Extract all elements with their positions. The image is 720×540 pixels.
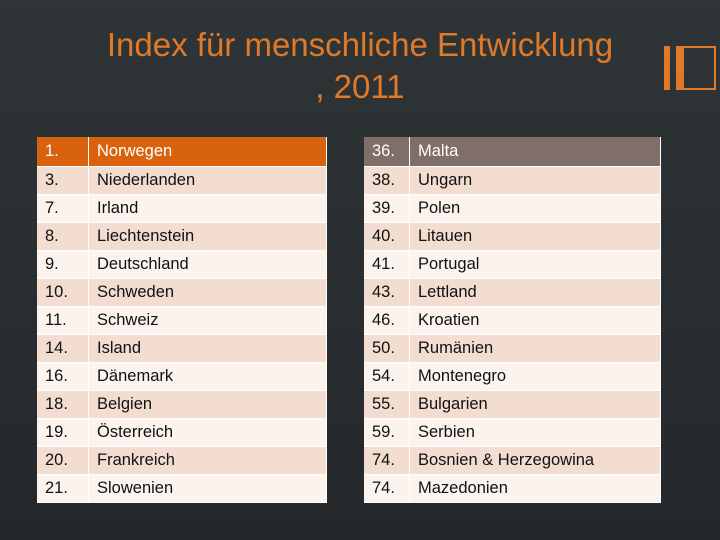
rank-cell: 3. xyxy=(37,167,89,195)
rank-cell: 10. xyxy=(37,279,89,307)
rank-cell: 59. xyxy=(364,419,410,447)
ranking-table-right-body: 36. Malta 38. Ungarn 39. Polen 40. Litauen 41. Po… xyxy=(364,137,661,503)
country-cell: Schweden xyxy=(89,279,327,307)
country-cell: Schweiz xyxy=(89,307,327,335)
table-row: 21. Slowenien xyxy=(37,475,327,503)
country-cell: Norwegen xyxy=(89,137,327,167)
rank-cell: 39. xyxy=(364,195,410,223)
country-cell: Serbien xyxy=(410,419,661,447)
rank-cell: 7. xyxy=(37,195,89,223)
country-cell: Mazedonien xyxy=(410,475,661,503)
table-row: 9. Deutschland xyxy=(37,251,327,279)
rank-cell: 9. xyxy=(37,251,89,279)
table-row: 38. Ungarn xyxy=(364,167,661,195)
rank-cell: 41. xyxy=(364,251,410,279)
rank-cell: 55. xyxy=(364,391,410,419)
table-row: 10. Schweden xyxy=(37,279,327,307)
rank-cell: 46. xyxy=(364,307,410,335)
country-cell: Dänemark xyxy=(89,363,327,391)
slide-title: Index für menschliche Entwicklung , 2011 xyxy=(60,24,660,108)
rank-cell: 36. xyxy=(364,137,410,167)
table-row: 19. Österreich xyxy=(37,419,327,447)
country-cell: Deutschland xyxy=(89,251,327,279)
rank-cell: 74. xyxy=(364,475,410,503)
decorative-bar xyxy=(664,46,670,90)
slide-title-line1: Index für menschliche Entwicklung xyxy=(106,26,614,63)
country-cell: Slowenien xyxy=(89,475,327,503)
table-row: 46. Kroatien xyxy=(364,307,661,335)
rank-cell: 54. xyxy=(364,363,410,391)
table-row: 16. Dänemark xyxy=(37,363,327,391)
rank-cell: 11. xyxy=(37,307,89,335)
decorative-corner-bars xyxy=(664,46,720,90)
slide-title-line2: , 2011 xyxy=(315,68,405,105)
country-cell: Irland xyxy=(89,195,327,223)
rank-cell: 19. xyxy=(37,419,89,447)
country-cell: Malta xyxy=(410,137,661,167)
country-cell: Liechtenstein xyxy=(89,223,327,251)
rank-cell: 21. xyxy=(37,475,89,503)
table-header-row: 1. Norwegen xyxy=(37,137,327,167)
country-cell: Kroatien xyxy=(410,307,661,335)
country-cell: Rumänien xyxy=(410,335,661,363)
ranking-table-left-body: 1. Norwegen 3. Niederlanden 7. Irland 8. Liecht… xyxy=(37,137,327,503)
rank-cell: 43. xyxy=(364,279,410,307)
country-cell: Portugal xyxy=(410,251,661,279)
table-row: 74. Bosnien & Herzegowina xyxy=(364,447,661,475)
country-cell: Lettland xyxy=(410,279,661,307)
rank-cell: 16. xyxy=(37,363,89,391)
rank-cell: 50. xyxy=(364,335,410,363)
table-row: 50. Rumänien xyxy=(364,335,661,363)
table-row: 3. Niederlanden xyxy=(37,167,327,195)
rank-cell: 20. xyxy=(37,447,89,475)
table-row: 40. Litauen xyxy=(364,223,661,251)
table-row: 20. Frankreich xyxy=(37,447,327,475)
table-row: 14. Island xyxy=(37,335,327,363)
rank-cell: 18. xyxy=(37,391,89,419)
country-cell: Belgien xyxy=(89,391,327,419)
table-row: 18. Belgien xyxy=(37,391,327,419)
country-cell: Polen xyxy=(410,195,661,223)
table-row: 39. Polen xyxy=(364,195,661,223)
rank-cell: 14. xyxy=(37,335,89,363)
table-row: 74. Mazedonien xyxy=(364,475,661,503)
rank-cell: 8. xyxy=(37,223,89,251)
country-cell: Bulgarien xyxy=(410,391,661,419)
table-row: 41. Portugal xyxy=(364,251,661,279)
country-cell: Frankreich xyxy=(89,447,327,475)
country-cell: Montenegro xyxy=(410,363,661,391)
ranking-table-right: 36. Malta 38. Ungarn 39. Polen 40. Litauen 41. Po… xyxy=(364,137,661,503)
table-row: 55. Bulgarien xyxy=(364,391,661,419)
table-row: 54. Montenegro xyxy=(364,363,661,391)
rank-cell: 40. xyxy=(364,223,410,251)
country-cell: Ungarn xyxy=(410,167,661,195)
table-row: 11. Schweiz xyxy=(37,307,327,335)
ranking-table-left: 1. Norwegen 3. Niederlanden 7. Irland 8. Liecht… xyxy=(37,137,327,503)
decorative-fill xyxy=(676,46,684,90)
table-row: 7. Irland xyxy=(37,195,327,223)
table-row: 59. Serbien xyxy=(364,419,661,447)
rank-cell: 38. xyxy=(364,167,410,195)
table-row: 43. Lettland xyxy=(364,279,661,307)
country-cell: Litauen xyxy=(410,223,661,251)
country-cell: Österreich xyxy=(89,419,327,447)
rank-cell: 1. xyxy=(37,137,89,167)
country-cell: Bosnien & Herzegowina xyxy=(410,447,661,475)
country-cell: Island xyxy=(89,335,327,363)
table-row: 8. Liechtenstein xyxy=(37,223,327,251)
rank-cell: 74. xyxy=(364,447,410,475)
country-cell: Niederlanden xyxy=(89,167,327,195)
table-header-row: 36. Malta xyxy=(364,137,661,167)
